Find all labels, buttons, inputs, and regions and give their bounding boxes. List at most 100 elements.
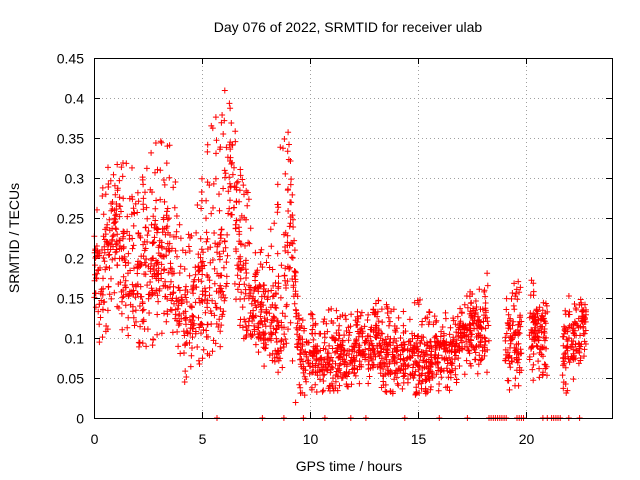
data-point xyxy=(298,323,305,329)
data-point xyxy=(129,290,136,297)
data-point xyxy=(365,351,372,358)
data-point xyxy=(143,343,150,350)
data-point xyxy=(176,270,183,276)
data-point xyxy=(475,361,482,368)
data-point xyxy=(383,389,390,395)
data-point xyxy=(239,176,246,183)
data-point xyxy=(444,347,451,354)
x-tick-label: 10 xyxy=(303,431,319,447)
data-point xyxy=(518,350,525,357)
data-point xyxy=(482,309,489,316)
data-point xyxy=(335,373,341,380)
data-point xyxy=(237,172,244,179)
data-point xyxy=(477,341,484,348)
data-point xyxy=(232,128,239,135)
data-point xyxy=(281,136,288,142)
data-point xyxy=(478,334,485,341)
data-point xyxy=(97,314,104,321)
data-point xyxy=(112,225,119,232)
data-point xyxy=(150,266,157,273)
data-point xyxy=(269,293,276,300)
data-point xyxy=(275,273,282,280)
data-point xyxy=(399,347,406,354)
data-point xyxy=(512,375,519,382)
data-point xyxy=(191,320,198,327)
data-point xyxy=(109,233,116,240)
data-point xyxy=(143,204,150,211)
data-point xyxy=(183,283,189,290)
data-point xyxy=(482,335,488,342)
data-point xyxy=(259,264,266,271)
data-point xyxy=(274,181,281,188)
data-point xyxy=(475,332,482,339)
data-point xyxy=(284,239,291,246)
data-point xyxy=(428,383,434,390)
data-point xyxy=(268,243,275,250)
y-tick-label: 0 xyxy=(76,411,84,427)
data-point xyxy=(137,323,144,330)
data-point xyxy=(116,213,123,220)
data-point xyxy=(104,240,111,247)
data-point xyxy=(352,317,359,324)
data-point xyxy=(141,247,148,254)
data-point xyxy=(391,345,398,352)
data-point xyxy=(482,348,488,355)
data-point xyxy=(302,348,309,355)
data-point xyxy=(507,364,514,371)
data-point xyxy=(216,146,223,153)
data-point xyxy=(200,326,207,333)
data-point xyxy=(241,295,248,302)
data-point xyxy=(418,380,425,387)
data-point xyxy=(296,333,303,339)
data-point xyxy=(137,262,144,269)
data-point xyxy=(251,285,258,292)
data-point xyxy=(211,265,218,272)
data-point xyxy=(320,387,327,394)
data-point xyxy=(531,328,538,334)
data-point xyxy=(122,291,129,298)
data-point xyxy=(416,372,423,379)
data-point xyxy=(169,245,175,252)
data-point xyxy=(443,338,450,345)
data-point xyxy=(337,360,344,367)
data-point xyxy=(217,343,224,350)
data-point xyxy=(242,242,248,249)
data-point xyxy=(336,332,343,339)
data-point xyxy=(226,180,233,187)
data-point xyxy=(378,306,385,313)
data-point xyxy=(208,210,215,217)
data-point xyxy=(287,319,294,326)
data-point xyxy=(432,360,439,367)
data-point xyxy=(231,280,238,287)
data-point xyxy=(511,349,518,356)
data-point xyxy=(426,358,432,365)
data-point xyxy=(469,331,475,338)
data-point xyxy=(99,246,105,253)
data-point xyxy=(166,248,173,255)
data-point xyxy=(227,105,234,112)
data-point xyxy=(146,310,153,316)
data-point xyxy=(513,354,520,361)
data-point xyxy=(279,364,286,371)
data-point xyxy=(333,307,340,314)
data-point xyxy=(122,302,129,309)
data-point xyxy=(565,293,572,299)
data-point xyxy=(465,347,472,354)
data-point xyxy=(578,299,585,306)
data-point xyxy=(209,297,216,304)
data-point xyxy=(286,141,292,148)
data-point xyxy=(130,242,137,249)
data-point xyxy=(439,339,446,346)
data-point xyxy=(412,368,419,375)
data-point xyxy=(355,344,362,351)
data-point xyxy=(543,302,550,309)
data-point xyxy=(422,388,429,395)
data-point xyxy=(378,345,385,352)
data-point xyxy=(377,370,384,377)
data-point xyxy=(477,323,484,330)
data-point xyxy=(417,296,423,303)
data-point xyxy=(176,320,183,327)
data-point xyxy=(435,367,441,374)
data-point xyxy=(463,326,470,333)
data-point xyxy=(277,345,284,352)
